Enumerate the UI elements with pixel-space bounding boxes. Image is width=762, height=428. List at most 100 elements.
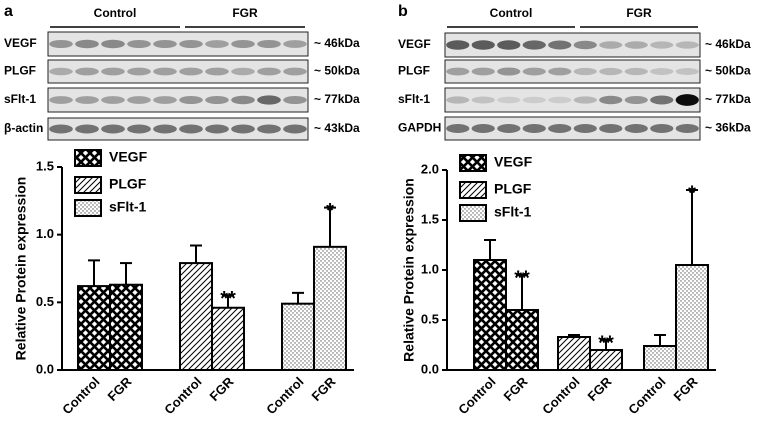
protein-label: GAPDH xyxy=(398,121,441,135)
legend-label: VEGF xyxy=(109,149,148,165)
size-label: ~ 77kDa xyxy=(314,92,360,106)
blot-band xyxy=(231,124,255,134)
blot-band xyxy=(471,67,495,76)
blot-band xyxy=(205,124,229,134)
blot-band xyxy=(205,67,229,76)
blot-band xyxy=(75,39,99,49)
blot-band xyxy=(257,67,281,76)
blot-band xyxy=(179,95,203,105)
blot-band xyxy=(127,124,151,134)
blot-band xyxy=(283,67,307,76)
blot-strip xyxy=(444,116,701,141)
bar xyxy=(675,264,709,371)
blot-band xyxy=(49,96,73,104)
blot-band xyxy=(153,124,177,134)
legend-swatch xyxy=(74,176,102,194)
y-tick-label: 0.5 xyxy=(36,294,54,309)
blot-band xyxy=(75,96,99,104)
size-label: ~ 50kDa xyxy=(705,64,751,78)
blot-band xyxy=(179,67,203,76)
group-label: Control xyxy=(94,6,137,20)
blot-band xyxy=(599,41,623,49)
bar xyxy=(473,259,507,371)
blot-band xyxy=(446,124,470,133)
panel-letter: b xyxy=(398,3,408,20)
bar xyxy=(211,306,245,372)
bar xyxy=(557,336,591,371)
group-label: FGR xyxy=(232,6,258,20)
blot-band xyxy=(548,96,572,104)
significance: ** xyxy=(220,288,236,310)
x-tick-label: Control xyxy=(539,374,582,417)
blot-band xyxy=(446,96,470,104)
blot-strip xyxy=(47,31,309,57)
blot-band xyxy=(153,96,177,104)
blot-band xyxy=(101,39,125,49)
size-label: ~ 77kDa xyxy=(705,92,751,106)
blot-band xyxy=(497,40,521,50)
significance: * xyxy=(688,182,696,204)
blot-band xyxy=(205,40,229,48)
blot-band xyxy=(231,95,255,105)
blot-band xyxy=(599,124,623,133)
x-tick-label: FGR xyxy=(501,374,531,404)
significance: * xyxy=(326,200,334,222)
size-label: ~ 50kDa xyxy=(314,64,360,78)
x-tick-label: Control xyxy=(625,374,668,417)
blot-band xyxy=(471,124,495,133)
blot-band xyxy=(675,68,699,75)
blot-band xyxy=(127,67,151,76)
blot-band xyxy=(675,94,699,106)
blot-strip xyxy=(47,117,309,141)
blot-band xyxy=(573,40,597,50)
blot-band xyxy=(573,67,597,76)
y-tick-label: 1.0 xyxy=(36,226,54,241)
blot-band xyxy=(75,124,99,134)
bar xyxy=(643,345,677,371)
y-tick-label: 0.0 xyxy=(36,361,54,376)
blot-band xyxy=(179,39,203,49)
blot-strip xyxy=(47,59,309,84)
blot-band xyxy=(497,124,521,133)
legend-swatch xyxy=(74,199,102,217)
y-tick-label: 0.0 xyxy=(421,361,439,376)
group-label: Control xyxy=(490,6,533,20)
y-tick-label: 1.0 xyxy=(421,261,439,276)
blot-band xyxy=(624,67,648,76)
blot-band xyxy=(101,67,125,76)
bar xyxy=(179,262,213,371)
blot-band xyxy=(650,68,674,75)
bar xyxy=(281,302,315,372)
blot-band xyxy=(283,40,307,48)
legend-label: sFlt-1 xyxy=(494,204,532,220)
x-tick-label: FGR xyxy=(309,374,339,404)
legend-swatch xyxy=(459,181,487,199)
x-tick-label: Control xyxy=(161,374,204,417)
blot-band xyxy=(599,95,623,105)
blot-band xyxy=(522,40,546,50)
protein-label: β-actin xyxy=(4,121,43,135)
blot-band xyxy=(283,95,307,105)
significance: ** xyxy=(514,267,530,289)
protein-label: PLGF xyxy=(398,64,430,78)
blot-band xyxy=(548,40,572,50)
size-label: ~ 46kDa xyxy=(705,37,751,51)
blot-band xyxy=(446,40,470,50)
protein-label: sFlt-1 xyxy=(398,92,430,106)
blot-band xyxy=(179,124,203,134)
blot-band xyxy=(624,95,648,105)
y-axis-title: Relative Protein expression xyxy=(13,177,29,361)
blot-band xyxy=(101,96,125,104)
blot-band xyxy=(471,40,495,50)
blot-band xyxy=(231,67,255,76)
blot-band xyxy=(231,39,255,49)
legend-label: VEGF xyxy=(494,154,533,170)
blot-band xyxy=(497,67,521,76)
legend-label: PLGF xyxy=(109,176,147,192)
protein-label: VEGF xyxy=(398,37,431,51)
protein-label: PLGF xyxy=(4,64,36,78)
blot-band xyxy=(49,39,73,49)
blot-band xyxy=(205,95,229,105)
y-tick-label: 1.5 xyxy=(421,211,439,226)
bar xyxy=(505,309,539,371)
